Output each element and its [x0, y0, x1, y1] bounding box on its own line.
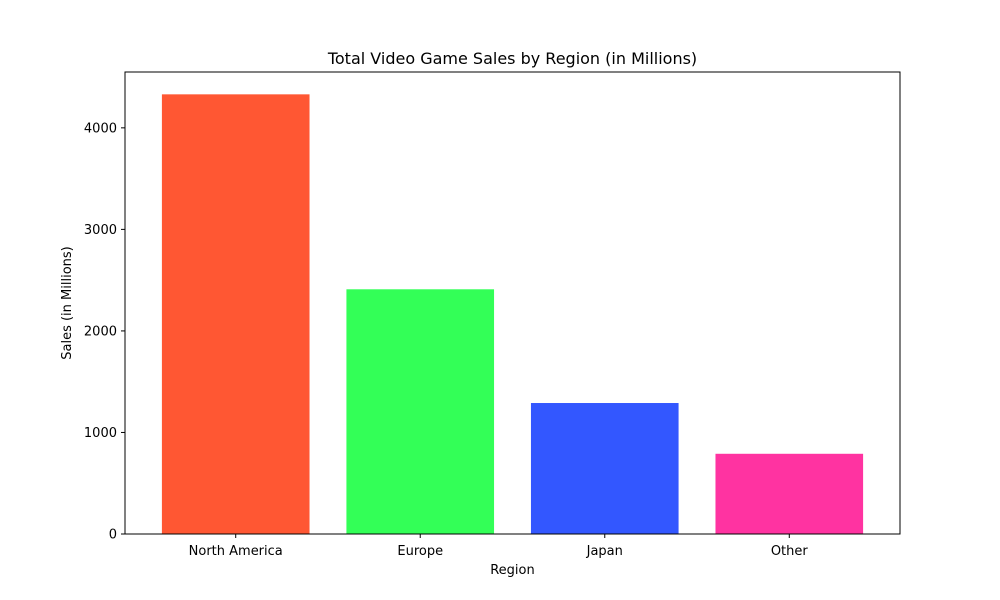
chart-title: Total Video Game Sales by Region (in Mil…: [327, 49, 697, 68]
x-axis-ticks: North America Europe Japan Other: [189, 534, 809, 559]
bar-north-america: [161, 94, 310, 534]
y-tick-label: 2000: [84, 324, 117, 339]
y-tick-label: 1000: [84, 426, 117, 441]
y-tick-label: 3000: [84, 223, 117, 238]
y-axis-ticks: 0 1000 2000 3000 4000: [84, 121, 125, 543]
x-tick-label: Japan: [586, 544, 623, 559]
plot-area-frame: [124, 71, 901, 535]
y-axis-label: Sales (in Millions): [60, 246, 75, 360]
x-tick-label: Other: [771, 544, 809, 559]
y-tick-label: 4000: [84, 121, 117, 136]
bar-japan: [530, 403, 679, 534]
x-axis-label: Region: [490, 563, 535, 578]
y-tick-label: 0: [109, 528, 117, 543]
bar-other: [715, 453, 864, 534]
bar-europe: [346, 289, 495, 534]
bars-group: [161, 94, 864, 534]
x-tick-label: North America: [189, 544, 283, 559]
x-tick-label: Europe: [397, 544, 443, 559]
